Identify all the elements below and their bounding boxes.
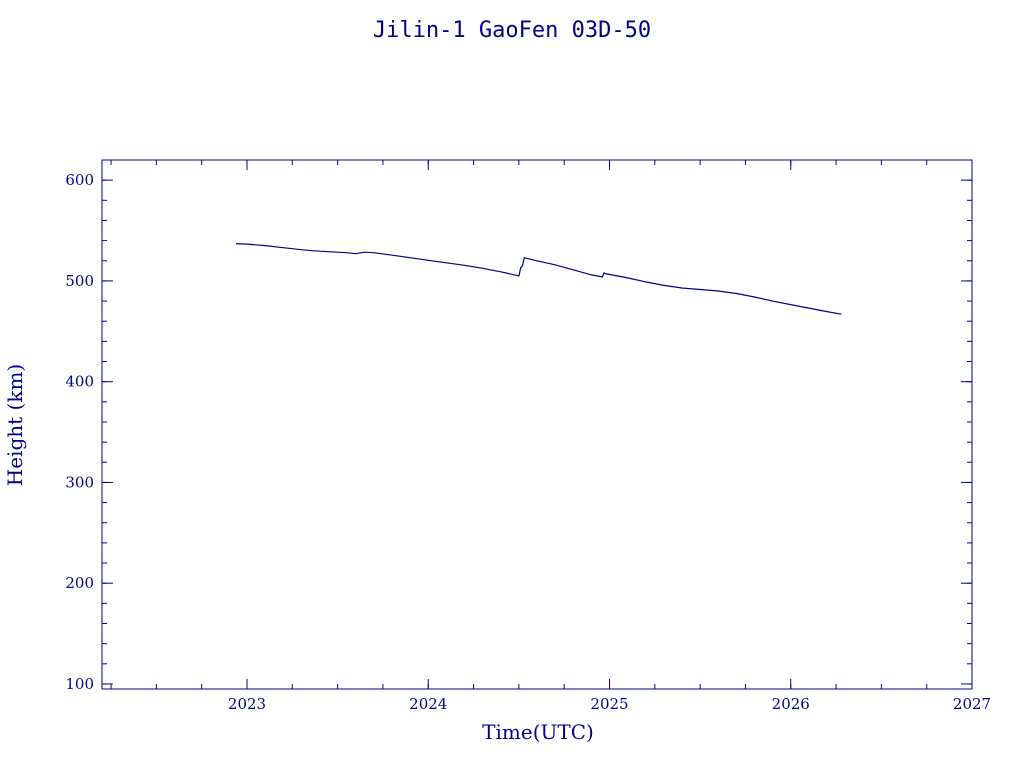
x-tick-label: 2027 [953,695,991,713]
x-tick-label: 2025 [590,695,628,713]
y-tick-label: 300 [65,473,94,491]
y-tick-label: 600 [65,171,94,189]
y-tick-label: 100 [65,675,94,693]
x-tick-label: 2023 [228,695,266,713]
y-axis-label: Height (km) [3,364,27,486]
y-tick-label: 400 [65,373,94,391]
axis-tick-labels: 2023 2024 2025 2026 2027 100 200 300 400 500 600 [65,171,991,713]
plot-frame [101,159,973,690]
y-tick-label: 500 [65,272,94,290]
x-tick-label: 2026 [772,695,810,713]
axis-ticks [102,159,973,689]
x-tick-label: 2024 [409,695,447,713]
x-axis-label: Time(UTC) [482,720,594,744]
height-series-line [236,243,842,315]
y-tick-label: 200 [65,574,94,592]
chart-title: Jilin-1 GaoFen 03D-50 [373,18,651,43]
